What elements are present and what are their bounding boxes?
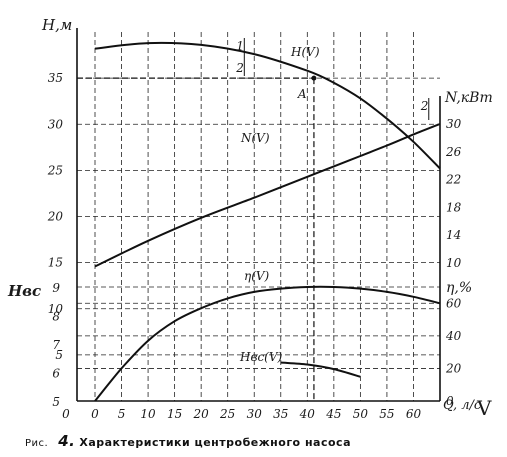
hvac-curve-label: Hвс(V) <box>239 350 283 364</box>
x-tick-labels: 0 0 5 10 15 20 25 30 35 40 45 50 55 60 <box>62 407 421 421</box>
grid-layer <box>77 32 440 402</box>
annotation-1: 1 <box>236 39 244 53</box>
hvac-tick-label-5: 5 <box>52 395 60 409</box>
n-axis-label: N,кВт <box>445 90 493 106</box>
axis-layer <box>76 28 441 402</box>
hvac-axis-label: Hвс <box>8 282 42 300</box>
caption-text: Характеристики центробежного насоса <box>79 436 351 449</box>
h-tick-label-15: 15 <box>48 256 63 270</box>
eta-tick-label-60: 60 <box>446 296 462 310</box>
eta-curve <box>94 285 441 402</box>
x-axis-extra-label: V <box>477 396 492 420</box>
hvac-tick-label-7: 7 <box>52 338 60 352</box>
eta-tick-label-0: 0 <box>446 394 454 408</box>
n-curve-label: N(V) <box>240 131 270 145</box>
x-tick-label-5: 5 <box>118 407 126 421</box>
y-tick-labels: 5 10 15 20 25 30 35 5 6 7 8 9 10 14 18 22 26 30 0 20 40 60 <box>47 71 462 409</box>
x-tick-label-55: 55 <box>379 407 394 421</box>
n-tick-label-26: 26 <box>445 145 462 159</box>
hvac-tick-label-9: 9 <box>52 281 60 295</box>
h-tick-label-5: 5 <box>55 348 63 362</box>
h-tick-label-30: 30 <box>48 117 64 131</box>
x-tick-label-45: 45 <box>325 407 341 421</box>
x-tick-label-offset-0: 0 <box>62 407 70 421</box>
n-tick-label-10: 10 <box>446 256 462 270</box>
n-curve <box>94 123 441 268</box>
n-tick-label-22: 22 <box>445 173 461 187</box>
figure-caption: Рис. 4. Характеристики центробежного насос… <box>25 432 351 450</box>
h-tick-label-10: 10 <box>48 302 64 316</box>
x-tick-label-60: 60 <box>406 407 422 421</box>
x-tick-label-40: 40 <box>299 407 316 421</box>
x-tick-label-20: 20 <box>193 407 210 421</box>
eta-tick-label-20: 20 <box>445 361 462 375</box>
h-tick-label-20: 20 <box>47 210 64 224</box>
n-tick-label-18: 18 <box>446 200 462 214</box>
annotations: A 1 2 2 <box>77 38 430 401</box>
x-axis-label: Q, л/с <box>443 398 482 413</box>
h-curve <box>94 41 441 170</box>
x-tick-label-10: 10 <box>140 407 156 421</box>
eta-curve-label: η(V) <box>244 269 270 283</box>
annotation-3: 2 <box>420 99 429 113</box>
series-layer <box>94 41 441 402</box>
x-tick-label-0: 0 <box>91 407 99 421</box>
point-a-marker <box>311 75 317 81</box>
caption-prefix: Рис. <box>25 438 49 449</box>
hvac-tick-label-8: 8 <box>52 310 60 324</box>
h-tick-label-25: 25 <box>47 163 63 177</box>
eta-tick-label-40: 40 <box>445 329 462 343</box>
hvac-tick-label-6: 6 <box>52 367 60 381</box>
n-tick-label-14: 14 <box>446 228 461 242</box>
x-tick-label-35: 35 <box>273 407 288 421</box>
h-curve-label: H(V) <box>290 45 320 59</box>
n-tick-label-30: 30 <box>446 117 462 131</box>
h-axis-label: H,м <box>42 16 73 34</box>
eta-axis-label: η,% <box>446 280 473 296</box>
annotation-2: 2 <box>235 61 244 75</box>
curve-labels: H(V) N(V) η(V) Hвс(V) <box>239 45 320 364</box>
x-tick-label-15: 15 <box>167 407 182 421</box>
h-tick-label-35: 35 <box>48 71 63 85</box>
x-tick-label-50: 50 <box>353 407 369 421</box>
x-tick-label-25: 25 <box>219 407 235 421</box>
x-tick-label-30: 30 <box>247 407 263 421</box>
point-a-label: A <box>297 87 307 101</box>
hvac-curve <box>280 361 361 378</box>
caption-number: 4. <box>58 432 76 450</box>
